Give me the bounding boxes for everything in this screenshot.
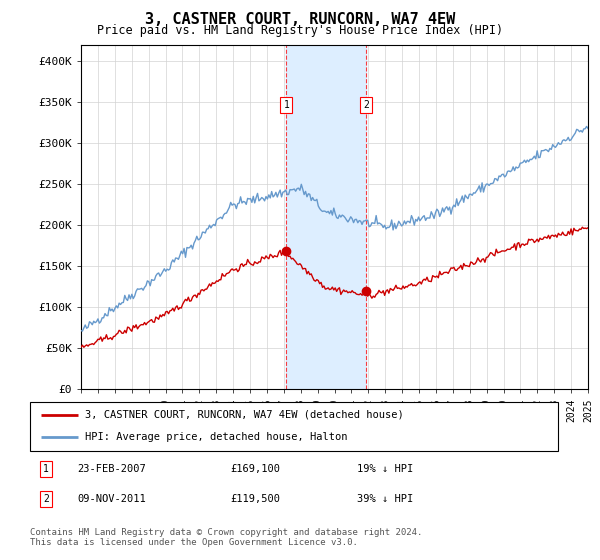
FancyBboxPatch shape	[30, 402, 558, 451]
Text: 39% ↓ HPI: 39% ↓ HPI	[358, 494, 413, 504]
Text: 23-FEB-2007: 23-FEB-2007	[77, 464, 146, 474]
Text: 1: 1	[43, 464, 49, 474]
Text: 09-NOV-2011: 09-NOV-2011	[77, 494, 146, 504]
Text: 1: 1	[283, 100, 289, 110]
Text: £169,100: £169,100	[230, 464, 281, 474]
Text: This data is licensed under the Open Government Licence v3.0.: This data is licensed under the Open Gov…	[30, 538, 358, 547]
Text: HPI: Average price, detached house, Halton: HPI: Average price, detached house, Halt…	[85, 432, 348, 442]
Text: Contains HM Land Registry data © Crown copyright and database right 2024.: Contains HM Land Registry data © Crown c…	[30, 528, 422, 536]
Text: 3, CASTNER COURT, RUNCORN, WA7 4EW: 3, CASTNER COURT, RUNCORN, WA7 4EW	[145, 12, 455, 27]
Text: 2: 2	[363, 100, 369, 110]
Text: Price paid vs. HM Land Registry's House Price Index (HPI): Price paid vs. HM Land Registry's House …	[97, 24, 503, 37]
Bar	[286, 45, 366, 389]
Text: 2: 2	[43, 494, 49, 504]
Text: 19% ↓ HPI: 19% ↓ HPI	[358, 464, 413, 474]
Text: £119,500: £119,500	[230, 494, 281, 504]
Text: 3, CASTNER COURT, RUNCORN, WA7 4EW (detached house): 3, CASTNER COURT, RUNCORN, WA7 4EW (deta…	[85, 410, 404, 420]
